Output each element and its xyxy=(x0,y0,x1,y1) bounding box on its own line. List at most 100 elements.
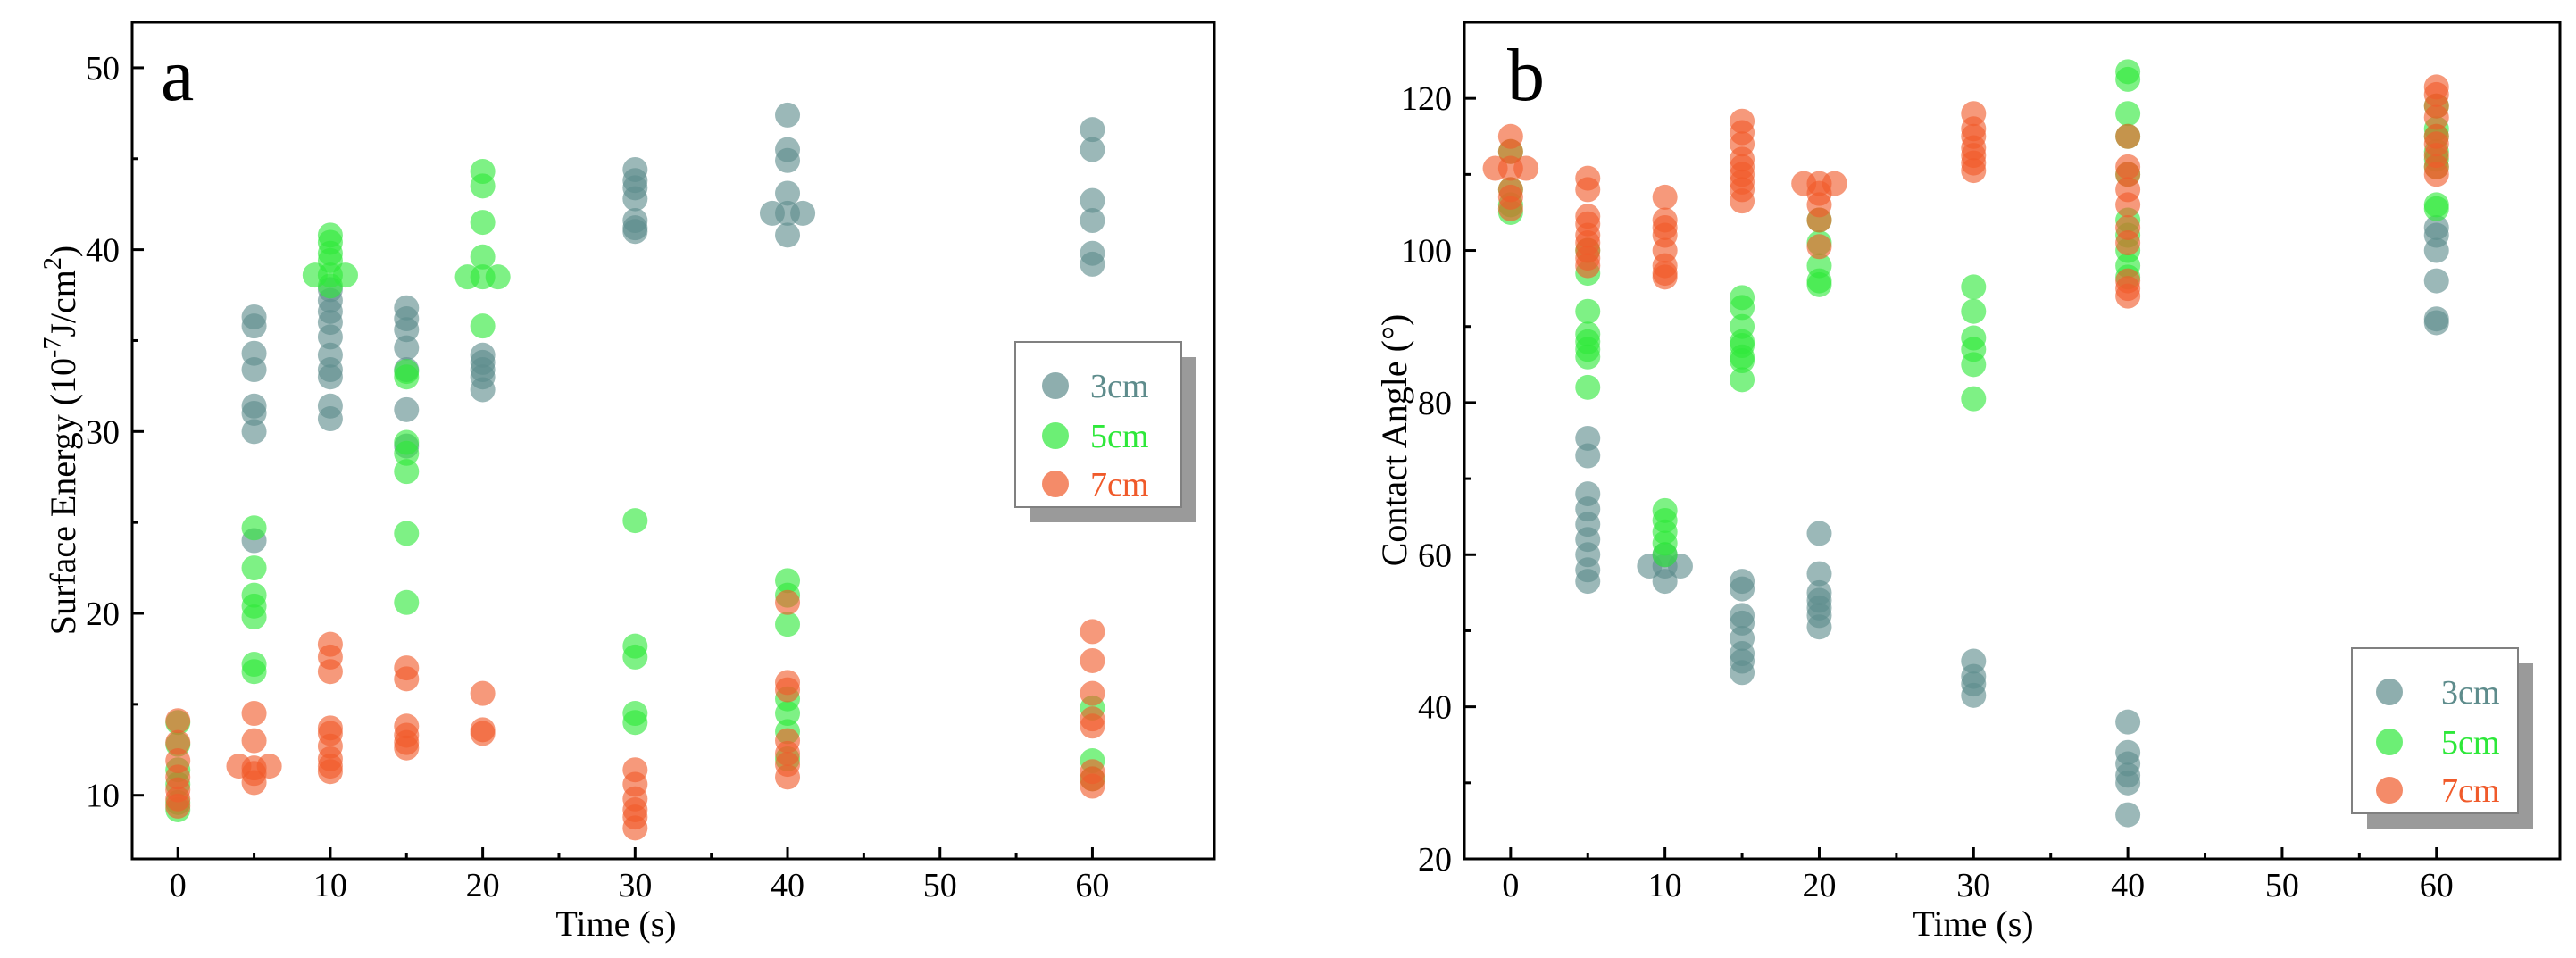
panel-a-point-3cm xyxy=(775,180,801,206)
panel-a-y-axis-label: Surface Energy (10-7J/cm2) xyxy=(39,246,83,635)
panel-b-y-axis-label: Contact Angle (°) xyxy=(1374,314,1414,567)
panel-b-point-5cm xyxy=(1652,542,1678,568)
panel-b-point-7cm xyxy=(1730,188,1755,214)
panel-a-point-3cm xyxy=(775,102,801,128)
panel-a-point-5cm xyxy=(622,710,648,736)
panel-b-point-3cm xyxy=(1961,682,1987,708)
panel-b-letter: b xyxy=(1507,34,1545,117)
panel-a-y-tick-label: 30 xyxy=(86,413,120,451)
panel-b-legend-label-7cm: 7cm xyxy=(2441,772,2499,810)
panel-a-point-5cm xyxy=(394,521,420,546)
panel-b-scatter-points xyxy=(1482,59,2449,828)
panel-a-y-tick-label: 10 xyxy=(86,778,120,815)
panel-a-point-7cm xyxy=(1080,647,1105,673)
panel-a-x-tick-label: 50 xyxy=(923,867,957,904)
panel-b-point-7cm xyxy=(1575,177,1601,203)
panel-b-legend-marker-3cm xyxy=(2376,679,2403,705)
panel-a-frame xyxy=(130,21,1216,861)
panel-a-point-7cm xyxy=(1080,773,1105,799)
panel-b-point-5cm xyxy=(1730,348,1755,374)
panel-a-point-5cm xyxy=(241,659,267,685)
panel-b-point-3cm xyxy=(2115,709,2141,735)
panel-a-point-7cm xyxy=(165,708,191,734)
panel-b-x-tick-label: 30 xyxy=(1956,867,1990,904)
panel-a-point-7cm xyxy=(394,735,420,761)
panel-a-point-7cm xyxy=(1080,713,1105,739)
panel-a-point-3cm xyxy=(470,377,496,403)
panel-a-x-tick-label: 20 xyxy=(466,867,500,904)
panel-a-point-7cm xyxy=(775,764,801,790)
panel-a-x-tick-label: 60 xyxy=(1075,867,1109,904)
panel-a-point-5cm xyxy=(394,459,420,485)
panel-b-point-3cm xyxy=(1806,521,1832,546)
panel-b-point-7cm xyxy=(2423,104,2449,130)
panel-a-point-5cm xyxy=(622,508,648,534)
panel-a-x-tick-label: 0 xyxy=(170,867,187,904)
panel-a-point-7cm xyxy=(241,770,267,796)
panel-b-point-5cm xyxy=(1806,271,1832,297)
panel-b-y-tick-label: 120 xyxy=(1401,80,1452,118)
panel-a-point-7cm xyxy=(470,721,496,746)
panel-a-point-7cm xyxy=(775,677,801,703)
panel-a-point-5cm xyxy=(775,701,801,727)
panel-b-point-5cm xyxy=(2115,101,2141,127)
panel-a-point-3cm xyxy=(775,147,801,173)
panel-a-point-7cm xyxy=(394,666,420,692)
panel-b-y-ticks: 20 40 60 80 100 120 xyxy=(1401,80,1476,879)
panel-b-point-3cm xyxy=(2423,268,2449,294)
panel-a-point-3cm xyxy=(241,313,267,339)
panel-a-point-5cm xyxy=(470,244,496,270)
panel-b-point-7cm xyxy=(1961,158,1987,184)
panel-b-x-axis-label: Time (s) xyxy=(1913,904,2033,944)
panel-b-point-7cm xyxy=(2115,192,2141,218)
panel-a-point-3cm xyxy=(241,419,267,445)
panel-a-legend-label-3cm: 3cm xyxy=(1090,368,1148,405)
panel-a-y-tick-label: 40 xyxy=(86,232,120,270)
panel-b-point-3cm xyxy=(1730,660,1755,686)
panel-a-point-7cm xyxy=(317,759,343,785)
panel-b-x-tick-label: 40 xyxy=(2111,867,2145,904)
panel-b-x-tick-label: 50 xyxy=(2265,867,2299,904)
panel-b-point-7cm xyxy=(1652,264,1678,290)
panel-b-point-3cm xyxy=(2423,310,2449,336)
panel-b-point-5cm xyxy=(1961,274,1987,300)
panel-b-legend-label-3cm: 3cm xyxy=(2441,674,2499,712)
panel-a-x-axis-label: Time (s) xyxy=(555,904,676,944)
panel-b-point-7cm xyxy=(1806,234,1832,260)
panel-b-legend-marker-5cm xyxy=(2376,729,2403,755)
panel-b-point-3cm xyxy=(2115,770,2141,796)
panel-b-point-3cm xyxy=(2423,237,2449,263)
panel-a-point-3cm xyxy=(622,219,648,245)
panel-a-point-3cm xyxy=(1080,208,1105,234)
panel-b-point-3cm xyxy=(1575,425,1601,451)
panel-b-x-ticks: 0 10 20 30 40 50 60 xyxy=(1502,847,2454,904)
panel-a-point-5cm xyxy=(241,555,267,581)
panel-b-point-7cm xyxy=(2115,283,2141,309)
panel-b-y-tick-label: 100 xyxy=(1401,233,1452,271)
panel-a-point-5cm xyxy=(470,210,496,236)
panel-a-point-3cm xyxy=(241,400,267,426)
panel-a-point-3cm xyxy=(394,317,420,343)
panel-b-point-5cm xyxy=(1961,298,1987,324)
panel-a-point-5cm xyxy=(241,604,267,630)
panel-a-letter: a xyxy=(161,34,194,117)
panel-a-legend-marker-5cm xyxy=(1042,422,1069,449)
panel-a-point-3cm xyxy=(1080,187,1105,213)
panel-b-point-5cm xyxy=(1575,344,1601,370)
panel-b-point-5cm xyxy=(1575,298,1601,324)
panel-a-point-7cm xyxy=(470,680,496,706)
panel-a-point-7cm xyxy=(165,729,191,755)
panel-a-point-3cm xyxy=(317,406,343,432)
panel-b-point-5cm xyxy=(1961,386,1987,412)
panel-a-point-5cm xyxy=(470,264,496,290)
panel-a-point-5cm xyxy=(470,173,496,199)
panel-a-x-tick-label: 40 xyxy=(771,867,804,904)
panel-a-legend-label-7cm: 7cm xyxy=(1090,466,1148,504)
panel-b-x-tick-label: 20 xyxy=(1802,867,1836,904)
panel-b-y-tick-label: 60 xyxy=(1418,537,1452,574)
panel-a-legend-label-5cm: 5cm xyxy=(1090,418,1148,455)
panel-b-point-3cm xyxy=(1806,561,1832,587)
panel-b-legend-label-5cm: 5cm xyxy=(2441,724,2499,762)
